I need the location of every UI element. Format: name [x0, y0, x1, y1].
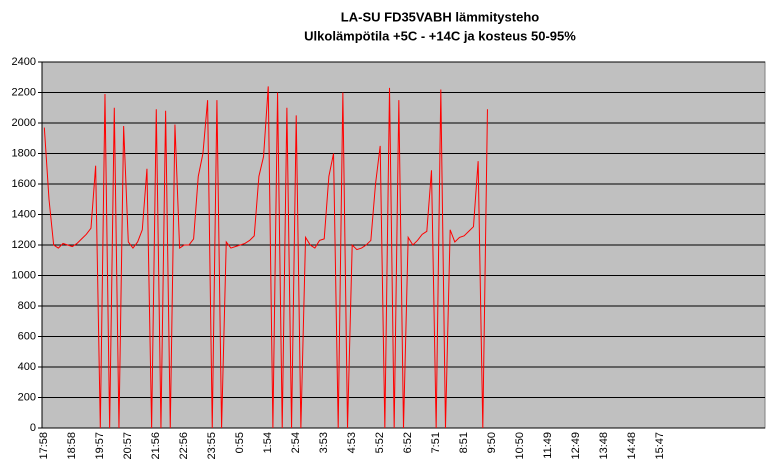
y-tick-label: 2200: [12, 86, 36, 98]
y-tick-label: 800: [18, 300, 36, 312]
y-tick-label: 2400: [12, 56, 36, 68]
y-tick-label: 1800: [12, 147, 36, 159]
x-tick-label: 19:57: [94, 432, 106, 460]
x-tick-label: 0:55: [234, 432, 246, 453]
x-tick-label: 5:52: [374, 432, 386, 453]
y-tick-label: 0: [30, 422, 36, 434]
x-tick-label: 7:51: [430, 432, 442, 453]
x-tick-label: 2:54: [290, 432, 302, 453]
y-tick-label: 1200: [12, 239, 36, 251]
x-tick-label: 6:52: [402, 432, 414, 453]
y-tick-label: 1000: [12, 269, 36, 281]
x-tick-label: 8:51: [458, 432, 470, 453]
y-tick-label: 400: [18, 361, 36, 373]
chart-subtitle: Ulkolämpötila +5C - +14C ja kosteus 50-9…: [304, 28, 576, 43]
x-tick-label: 23:55: [206, 432, 218, 460]
x-tick-label: 22:56: [178, 432, 190, 460]
chart-title: LA-SU FD35VABH lämmitysteho: [341, 9, 539, 24]
x-tick-label: 12:49: [570, 432, 582, 460]
x-tick-label: 18:58: [66, 432, 78, 460]
x-tick-label: 1:54: [262, 432, 274, 453]
x-tick-label: 17:58: [38, 432, 50, 460]
y-tick-label: 200: [18, 391, 36, 403]
y-tick-label: 1400: [12, 208, 36, 220]
x-tick-label: 15:47: [654, 432, 666, 460]
data-line: [43, 86, 488, 429]
y-tick-label: 600: [18, 330, 36, 342]
x-tick-label: 3:53: [318, 432, 330, 453]
x-tick-label: 11:49: [542, 432, 554, 459]
x-tick-label: 9:50: [486, 432, 498, 453]
x-tick-label: 10:50: [514, 432, 526, 460]
x-tick-label: 21:56: [150, 432, 162, 460]
x-tick-label: 4:53: [346, 432, 358, 453]
x-tick-label: 20:57: [122, 432, 134, 460]
y-tick-label: 2000: [12, 117, 36, 129]
x-tick-label: 13:48: [598, 432, 610, 460]
x-tick-label: 14:48: [626, 432, 638, 460]
y-tick-label: 1600: [12, 178, 36, 190]
